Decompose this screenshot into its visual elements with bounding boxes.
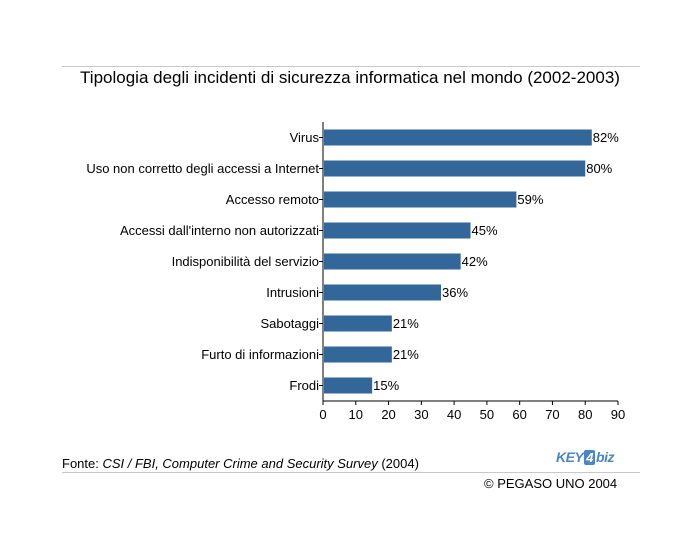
x-tick-label: 10 bbox=[349, 407, 363, 422]
bar bbox=[324, 191, 517, 208]
x-tick-label: 50 bbox=[480, 407, 494, 422]
category-label: Accessi dall'interno non autorizzati bbox=[120, 223, 319, 238]
value-label: 15% bbox=[373, 378, 399, 393]
value-label: 80% bbox=[586, 161, 612, 176]
value-label: 82% bbox=[593, 130, 619, 145]
x-tick-label: 60 bbox=[512, 407, 526, 422]
bar-chart: 0 10 20 30 40 50 60 70 80 90 Virus 82% Uso non corre… bbox=[86, 122, 625, 422]
category-label: Frodi bbox=[289, 378, 319, 393]
source-prefix: Fonte: bbox=[62, 456, 103, 471]
logo-text-biz: biz bbox=[596, 449, 614, 465]
category-label: Furto di informazioni bbox=[201, 347, 319, 362]
x-tick-label: 40 bbox=[447, 407, 461, 422]
source-note: Fonte: CSI / FBI, Computer Crime and Sec… bbox=[62, 456, 419, 471]
bar bbox=[324, 284, 441, 301]
copyright: © PEGASO UNO 2004 bbox=[484, 476, 618, 491]
value-label: 21% bbox=[393, 316, 419, 331]
bar bbox=[324, 222, 471, 239]
value-label: 45% bbox=[472, 223, 498, 238]
logo-text-key: KEY bbox=[556, 449, 584, 465]
value-label: 21% bbox=[393, 347, 419, 362]
source-title: CSI / FBI, Computer Crime and Security S… bbox=[102, 456, 378, 471]
chart-title: Tipologia degli incidenti di sicurezza i… bbox=[80, 68, 620, 87]
bar bbox=[324, 377, 373, 394]
bar bbox=[324, 160, 586, 177]
category-label: Accesso remoto bbox=[226, 192, 319, 207]
category-label: Indisponibilità del servizio bbox=[172, 254, 319, 269]
category-label: Uso non corretto degli accessi a Interne… bbox=[86, 161, 319, 176]
title-rule bbox=[62, 66, 640, 67]
x-tick-label: 0 bbox=[319, 407, 326, 422]
value-label: 36% bbox=[442, 285, 468, 300]
category-label: Sabotaggi bbox=[260, 316, 319, 331]
bar bbox=[324, 129, 592, 146]
x-tick-label: 80 bbox=[578, 407, 592, 422]
x-tick-label: 70 bbox=[545, 407, 559, 422]
x-tick-label: 20 bbox=[381, 407, 395, 422]
footer-rule bbox=[62, 472, 640, 473]
bar bbox=[324, 315, 392, 332]
x-tick-label: 90 bbox=[611, 407, 625, 422]
x-tick-label: 30 bbox=[414, 407, 428, 422]
value-label: 42% bbox=[462, 254, 488, 269]
category-label: Intrusioni bbox=[266, 285, 319, 300]
bar bbox=[324, 253, 461, 270]
value-label: 59% bbox=[517, 192, 543, 207]
key4biz-logo: KEY 4 biz bbox=[556, 449, 614, 465]
source-year: (2004) bbox=[377, 456, 419, 471]
bar bbox=[324, 346, 392, 363]
logo-text-four: 4 bbox=[584, 450, 596, 465]
category-label: Virus bbox=[290, 130, 320, 145]
